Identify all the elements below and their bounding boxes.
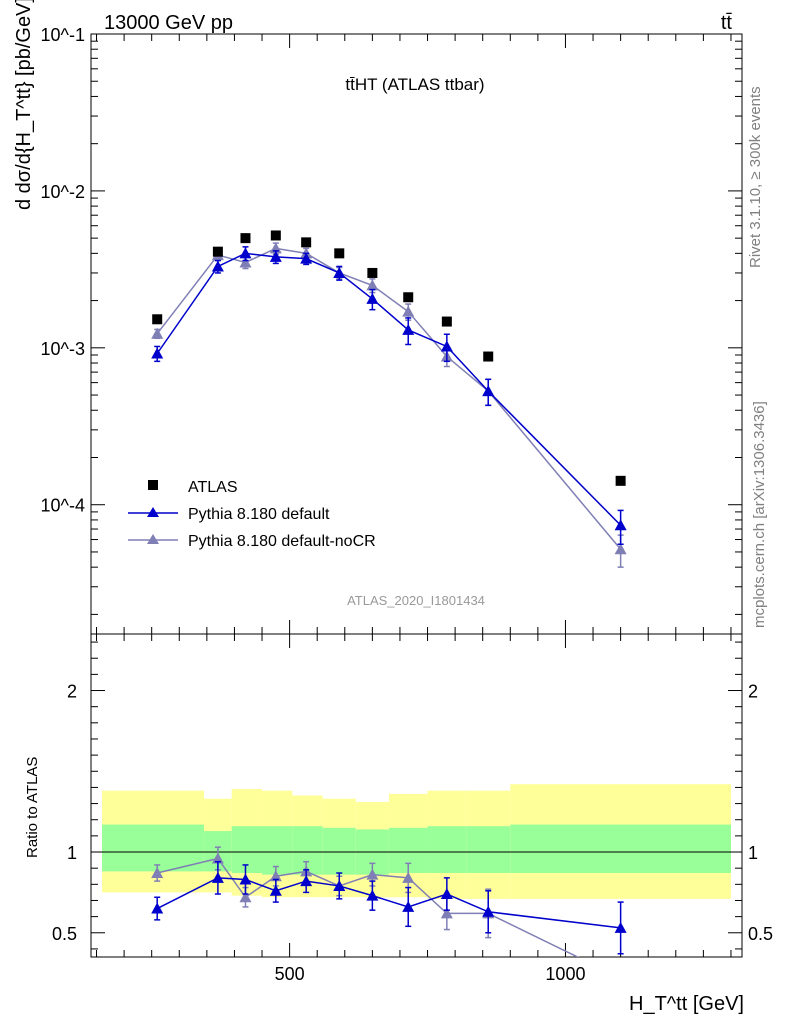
point-atlas (403, 292, 414, 303)
point-nocr (614, 543, 627, 555)
ratio-y-tick-label-right: 1 (748, 843, 758, 863)
point-default (300, 252, 313, 264)
generator-info: Rivet 3.1.10, ≥ 300k events (747, 86, 764, 268)
uncertainty-band-1sigma (427, 826, 467, 874)
uncertainty-band-1sigma (322, 827, 356, 875)
ratio-point-nocr (239, 891, 252, 903)
legend-marker-nocr (147, 534, 159, 544)
uncertainty-band-1sigma (466, 826, 511, 874)
analysis-id: ATLAS_2020_I1801434 (347, 593, 485, 608)
point-default (333, 266, 346, 278)
point-atlas (270, 230, 281, 241)
y-tick-label: 10^-1 (41, 25, 85, 45)
ratio-point-nocr (211, 852, 224, 864)
plot-title: tt̄HT (ATLAS ttbar) (345, 75, 484, 94)
point-nocr (239, 256, 252, 268)
ratio-ylabel: Ratio to ATLAS (24, 757, 41, 858)
point-default (440, 340, 453, 352)
legend-label-default: Pythia 8.180 default (188, 506, 330, 523)
ratio-point-default (269, 884, 282, 896)
ratio-point-nocr (151, 867, 164, 879)
uncertainty-band-1sigma (262, 826, 293, 875)
y-tick-label: 10^-4 (41, 496, 85, 516)
ratio-point-default (614, 921, 627, 933)
point-nocr (151, 327, 164, 339)
point-atlas (240, 233, 251, 244)
ratio-frame (90, 633, 743, 958)
point-atlas (367, 267, 378, 278)
legend-label-nocr: Pythia 8.180 default-noCR (188, 533, 376, 550)
main-panel: 10^-1 10^-2 10^-3 10^-4 (41, 25, 743, 635)
point-default (151, 347, 164, 359)
ratio-point-nocr (440, 907, 453, 919)
ratio-y-tick-label: 1 (67, 843, 77, 863)
point-default (482, 385, 495, 397)
point-default (402, 323, 415, 335)
point-atlas (483, 351, 494, 362)
ratio-point-nocr (269, 870, 282, 882)
ratio-point-default (402, 900, 415, 912)
point-default (614, 519, 627, 531)
point-default (366, 292, 379, 304)
point-atlas (441, 316, 452, 327)
point-nocr (366, 279, 379, 291)
ratio-point-default (239, 873, 252, 885)
ratio-point-default (482, 905, 495, 917)
point-atlas (152, 314, 163, 325)
ratio-point-default (366, 889, 379, 901)
series-line-nocr (156, 247, 622, 550)
point-atlas (301, 237, 312, 248)
ratio-point-nocr (402, 871, 415, 883)
ratio-point-nocr (366, 868, 379, 880)
process-label: tt̄ (721, 12, 733, 34)
point-default (269, 250, 282, 262)
main-ylabel: d dσ/d{H_T^tt} [pb/GeV] (13, 0, 35, 210)
plot-title-text: tt̄HT (ATLAS ttbar) (345, 75, 484, 94)
legend-label-atlas: ATLAS (188, 479, 238, 496)
ratio-panel: 500 1000 2 2 1 1 0.5 0.5 (52, 633, 773, 984)
y-tick-label: 10^-2 (41, 182, 85, 202)
x-tick-label: 1000 (545, 964, 585, 984)
ratio-point-default (333, 879, 346, 891)
ratio-point-nocr (615, 972, 627, 983)
ratio-y-tick-label-right: 0.5 (748, 924, 773, 944)
legend-marker-atlas (148, 480, 158, 490)
point-default (239, 247, 252, 259)
ratio-point-default (300, 875, 313, 887)
site-info: mcplots.cern.ch [arXiv:1306.3436] (751, 401, 768, 628)
uncertainty-band-1sigma (510, 824, 731, 874)
uncertainty-band-1sigma (102, 824, 205, 872)
point-default (211, 260, 224, 272)
x-tick-label: 500 (275, 964, 305, 984)
uncertainty-band-1sigma (231, 826, 263, 874)
legend-marker-default (147, 507, 159, 517)
ratio-y-tick-label-right: 2 (748, 682, 758, 702)
legend: ATLAS Pythia 8.180 default Pythia 8.180 … (128, 479, 376, 550)
point-atlas (615, 475, 626, 486)
ratio-point-default (440, 888, 453, 900)
y-tick-label: 10^-3 (41, 339, 85, 359)
point-atlas (334, 248, 345, 259)
uncertainty-band-1sigma (292, 826, 323, 875)
ratio-point-default (211, 871, 224, 883)
x-axis-label: H_T^tt [GeV] (629, 993, 744, 1015)
point-atlas (212, 246, 223, 257)
ratio-point-default (151, 902, 164, 914)
ratio-series-group (151, 846, 627, 983)
point-nocr (402, 305, 415, 317)
ratio-y-tick-label: 0.5 (52, 924, 77, 944)
beam-label: 13000 GeV pp (104, 12, 233, 34)
ratio-y-tick-label: 2 (67, 682, 77, 702)
